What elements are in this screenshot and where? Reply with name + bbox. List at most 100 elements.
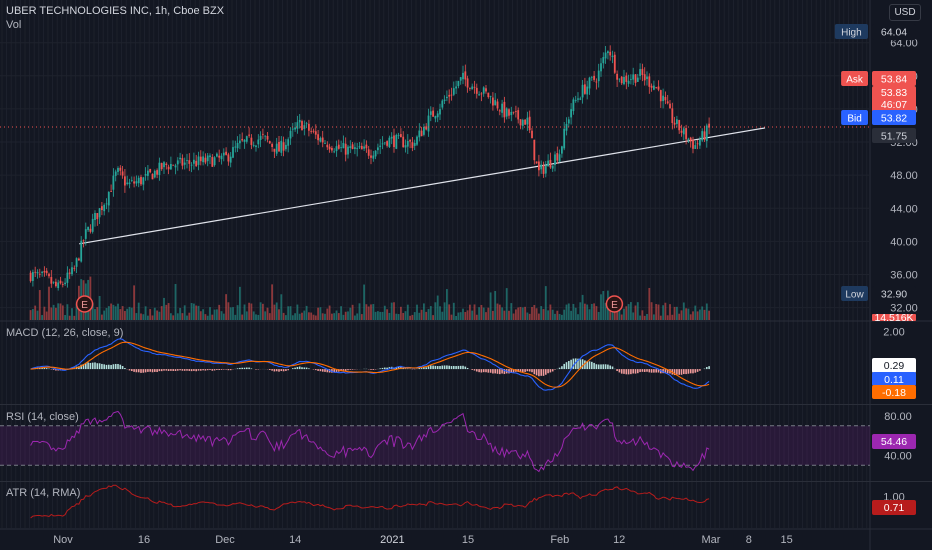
macd-hist-bar [103,364,105,370]
candle-body [32,272,34,281]
volume-bar [354,315,356,320]
macd-hist-bar [512,369,515,373]
macd-hist-bar [441,365,444,370]
volume-bar [236,305,239,320]
macd-hist-bar [586,361,588,370]
candle-body [409,140,411,142]
candle-body [89,228,92,232]
macd-hist-bar [676,369,678,375]
volume-bar [340,306,342,320]
currency-button[interactable]: USD [889,4,921,21]
macd-hist-bar [121,365,124,370]
macd-hist-bar [579,359,582,370]
volume-bar [432,315,434,320]
volume-bar [485,312,487,320]
candle-body [632,74,635,80]
volume-bar [239,286,241,320]
volume-bar [703,309,706,320]
volume-bar [602,290,605,320]
macd-hist-bar [379,368,381,370]
volume-bar [397,314,400,320]
volume-bar [682,302,685,320]
macd-hist-bar [554,369,556,370]
macd-hist-bar [464,366,467,370]
macd-hist-bar [384,367,386,370]
macd-hist-bar [499,369,501,375]
candle-body [455,86,457,89]
macd-hist-bar [630,369,632,375]
volume-bar [234,314,237,320]
macd-hist-bar [531,369,533,373]
volume-bar [199,311,202,320]
macd-hist-bar [699,369,701,371]
macd-hist-bar [653,369,655,373]
macd-hist-bar [43,367,46,370]
candle-body [611,55,614,58]
macd-hist-bar [282,369,285,372]
macd-hist-bar [395,367,398,370]
macd-hist-bar [298,366,301,370]
volume-bar [268,313,271,320]
price-tick-label: 64.00 [890,38,918,50]
volume-bar [705,303,708,320]
macd-hist-bar [216,369,218,370]
earnings-marker [605,295,624,313]
volume-bar [107,306,110,320]
candle-body [174,165,177,168]
candle-body [646,76,648,80]
macd-hist-bar [241,367,243,370]
macd-hist-bar [584,360,586,370]
volume-bar [128,306,131,320]
macd-hist-bar [271,369,273,371]
candle-body [687,138,690,141]
candle-body [494,100,497,106]
macd-hist-bar [308,368,310,370]
macd-hist-bar [618,369,621,373]
volume-bar [160,306,163,320]
candle-body [641,68,644,75]
macd-hist-bar [466,367,469,370]
macd-hist-bar [547,369,549,374]
volume-bar [636,302,639,320]
candle-body [52,281,55,283]
candle-body [209,155,211,158]
volume-bar [264,311,267,320]
macd-hist-bar [183,369,186,371]
volume-bar [202,309,204,320]
candle-body [680,130,683,133]
macd-hist-bar [528,369,531,372]
macd-hist-bar [503,369,506,375]
volume-bar [586,304,589,320]
volume-bar [699,309,701,320]
volume-bar [436,295,439,320]
candle-body [337,144,340,149]
volume-bar [418,312,421,320]
macd-hist-bar [193,369,195,371]
macd-hist-bar [119,364,122,370]
macd-hist-bar [96,363,99,370]
atr-line [30,484,710,519]
candle-body [689,137,692,142]
volume-bar [581,294,584,320]
atr-value: 0.71 [884,502,905,514]
volume-bar [259,302,262,320]
volume-bar [303,310,306,320]
volume-bar [411,314,414,320]
volume-bar [250,303,253,320]
candle-body [540,164,543,170]
candle-body [404,145,407,148]
macd-hist-bar [351,369,354,370]
candle-body [45,270,48,274]
candle-body [547,160,549,167]
volume-bar [167,303,170,320]
candle-body [358,146,361,148]
macd-hist-bar [581,359,584,370]
candle-body [36,272,39,274]
candle-body [577,98,579,100]
macd-hist-bar [223,369,225,370]
candle-body [659,90,662,102]
macd-hist-bar [427,366,430,370]
candle-body [581,84,584,98]
volume-bar [395,313,398,320]
